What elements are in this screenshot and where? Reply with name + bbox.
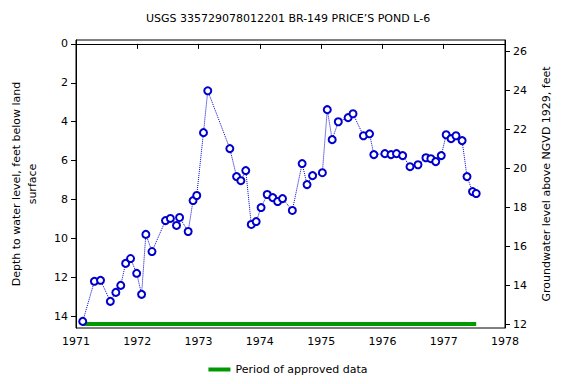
svg-text:1972: 1972 <box>123 335 151 348</box>
svg-text:1977: 1977 <box>430 335 458 348</box>
svg-text:2: 2 <box>61 76 68 89</box>
svg-text:26: 26 <box>513 45 527 58</box>
svg-text:1978: 1978 <box>491 335 519 348</box>
svg-text:10: 10 <box>54 232 68 245</box>
svg-text:surface: surface <box>26 163 39 204</box>
svg-text:14: 14 <box>513 279 527 292</box>
svg-text:12: 12 <box>513 318 527 331</box>
svg-text:1975: 1975 <box>307 335 335 348</box>
svg-text:12: 12 <box>54 271 68 284</box>
svg-text:22: 22 <box>513 123 527 136</box>
svg-text:18: 18 <box>513 201 527 214</box>
svg-text:USGS 335729078012201 BR-149 PR: USGS 335729078012201 BR-149 PRICE’S POND… <box>146 12 430 25</box>
svg-text:Period of approved data: Period of approved data <box>235 363 367 376</box>
svg-text:14: 14 <box>54 310 68 323</box>
svg-text:0: 0 <box>61 37 68 50</box>
svg-text:Depth to water level, feet bel: Depth to water level, feet below land <box>10 82 23 287</box>
svg-text:1973: 1973 <box>185 335 213 348</box>
svg-text:Groundwater level above NGVD 1: Groundwater level above NGVD 1929, feet <box>540 66 553 302</box>
svg-text:16: 16 <box>513 240 527 253</box>
svg-text:24: 24 <box>513 84 527 97</box>
svg-text:20: 20 <box>513 162 527 175</box>
svg-text:1971: 1971 <box>62 335 90 348</box>
svg-text:8: 8 <box>61 193 68 206</box>
svg-text:1976: 1976 <box>368 335 396 348</box>
svg-text:4: 4 <box>61 115 68 128</box>
svg-text:1974: 1974 <box>246 335 274 348</box>
svg-text:6: 6 <box>61 154 68 167</box>
